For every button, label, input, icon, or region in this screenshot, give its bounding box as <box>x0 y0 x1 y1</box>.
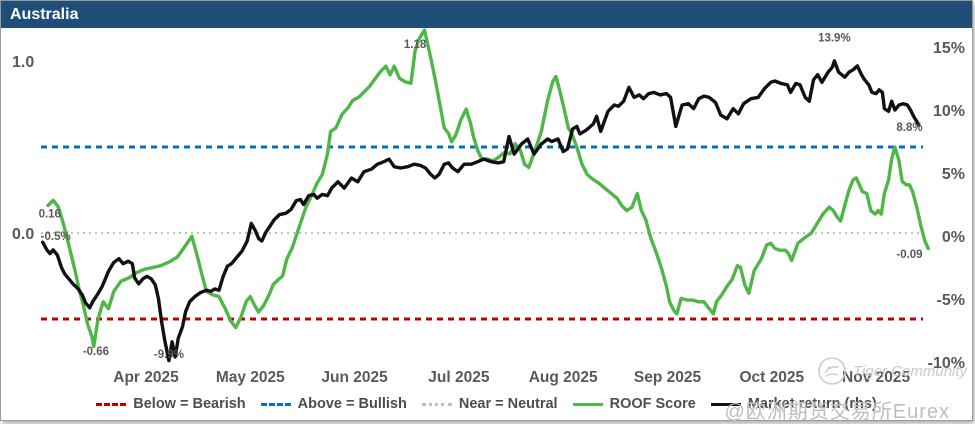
chart-title: Australia <box>10 6 79 23</box>
x-axis-tick-label: Nov 2025 <box>842 369 910 386</box>
left-axis-tick-label: 1.0 <box>12 54 34 71</box>
point-label: 13.9% <box>818 32 851 44</box>
point-label: -0.5% <box>41 231 71 243</box>
right-axis-tick-label: 15% <box>933 40 965 57</box>
point-label: 0.16 <box>39 209 61 221</box>
chart-title-bar: Australia <box>1 1 972 28</box>
x-axis-tick-label: Jul 2025 <box>428 369 490 386</box>
x-axis-tick-label: Sep 2025 <box>634 369 702 386</box>
right-axis-tick-label: -10% <box>928 355 965 372</box>
right-axis-tick-label: -5% <box>937 292 965 309</box>
point-label: -0.66 <box>83 346 109 358</box>
series-line-market-return <box>41 59 921 363</box>
left-axis-tick-label: 0.0 <box>12 226 34 243</box>
right-axis-tick-label: 0% <box>942 229 965 246</box>
point-label: 1.18 <box>404 39 427 51</box>
point-label: 8.8% <box>896 122 922 134</box>
series-line-roof-score <box>46 28 930 349</box>
x-axis-tick-label: May 2025 <box>216 369 285 386</box>
x-axis-tick-label: Aug 2025 <box>529 369 598 386</box>
right-axis-tick-label: 10% <box>933 103 965 120</box>
x-axis-tick-label: Apr 2025 <box>113 369 179 386</box>
point-label: -0.09 <box>896 249 922 261</box>
right-axis-tick-label: 5% <box>942 166 965 183</box>
x-axis-tick-label: Jun 2025 <box>321 369 388 386</box>
x-axis-tick-label: Oct 2025 <box>739 369 804 386</box>
point-label: -9.9% <box>154 349 184 361</box>
